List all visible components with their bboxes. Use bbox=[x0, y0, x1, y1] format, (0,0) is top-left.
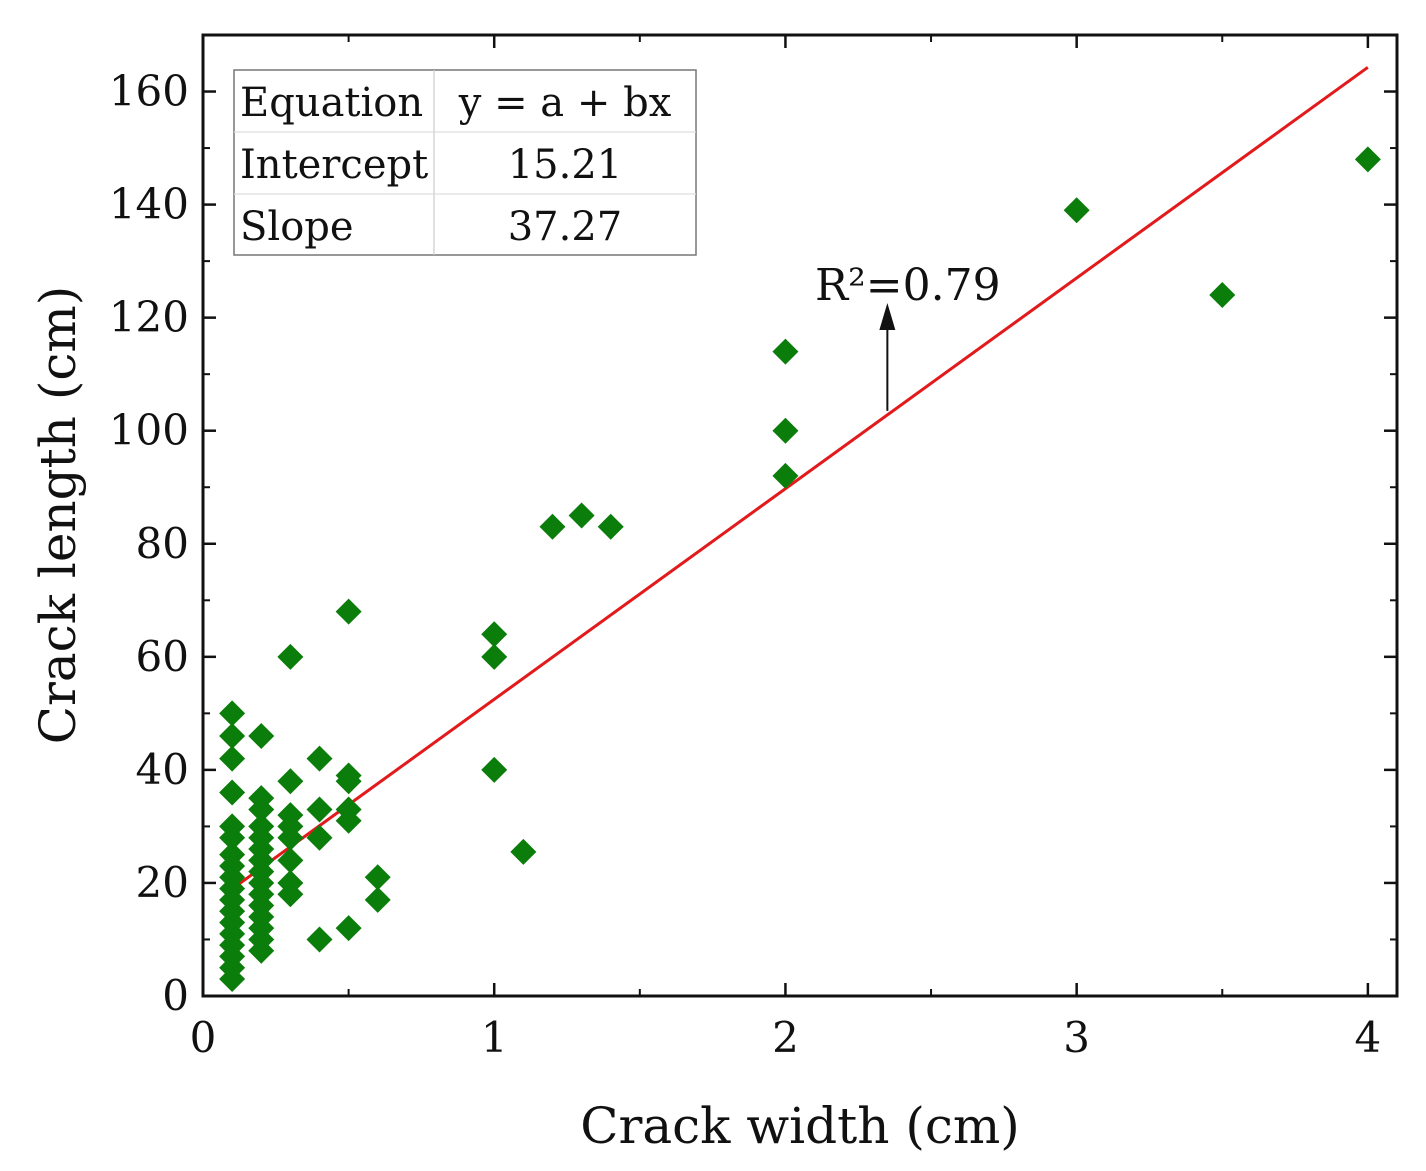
data-point bbox=[306, 796, 333, 823]
data-point bbox=[539, 513, 566, 540]
data-point bbox=[277, 802, 304, 829]
data-point bbox=[248, 813, 275, 840]
stats-row-slope-label: Slope bbox=[240, 204, 354, 250]
y-tick-label: 100 bbox=[109, 406, 189, 455]
x-axis-title: Crack width (cm) bbox=[580, 1097, 1020, 1155]
data-point bbox=[597, 513, 624, 540]
fit-line-layer bbox=[231, 66, 1369, 891]
r-squared-arrow-head bbox=[879, 303, 896, 330]
data-point bbox=[1063, 197, 1090, 224]
y-tick-label: 40 bbox=[136, 745, 189, 794]
data-point bbox=[772, 338, 799, 365]
x-tick-label: 2 bbox=[772, 1013, 799, 1062]
data-point bbox=[248, 722, 275, 749]
x-tick-label: 0 bbox=[190, 1013, 217, 1062]
y-tick-label: 80 bbox=[136, 519, 189, 568]
data-point bbox=[219, 813, 246, 840]
data-point bbox=[481, 756, 508, 783]
y-tick-label: 160 bbox=[109, 67, 189, 116]
y-tick-label: 60 bbox=[136, 632, 189, 681]
y-tick-label: 140 bbox=[109, 180, 189, 229]
data-point bbox=[335, 762, 362, 789]
stats-row-intercept-label: Intercept bbox=[240, 142, 428, 188]
data-point bbox=[277, 768, 304, 795]
data-point bbox=[277, 643, 304, 670]
stats-row-equation-value: y = a + bx bbox=[458, 80, 672, 126]
stats-table: Equation y = a + bx Intercept 15.21 Slop… bbox=[233, 69, 697, 256]
data-point bbox=[306, 745, 333, 772]
regression-line bbox=[231, 66, 1369, 891]
stats-row-intercept-value: 15.21 bbox=[508, 142, 623, 188]
data-point bbox=[568, 502, 595, 529]
data-point bbox=[219, 700, 246, 727]
data-point bbox=[219, 745, 246, 772]
stats-row-slope-value: 37.27 bbox=[508, 204, 623, 250]
data-point bbox=[364, 886, 391, 913]
y-tick-label: 20 bbox=[136, 858, 189, 907]
y-tick-label: 0 bbox=[162, 971, 189, 1020]
data-point bbox=[335, 796, 362, 823]
data-point bbox=[1354, 146, 1381, 173]
x-tick-label: 1 bbox=[481, 1013, 508, 1062]
data-point bbox=[481, 643, 508, 670]
r-squared-label: R²=0.79 bbox=[815, 260, 1001, 311]
data-point bbox=[219, 841, 246, 868]
data-point bbox=[481, 621, 508, 648]
stats-row-equation-label: Equation bbox=[240, 80, 423, 126]
data-point bbox=[277, 869, 304, 896]
data-point bbox=[772, 417, 799, 444]
data-point bbox=[1209, 282, 1236, 309]
plot-frame bbox=[201, 33, 1399, 998]
data-points-layer bbox=[219, 146, 1381, 993]
data-point bbox=[248, 785, 275, 812]
data-point bbox=[510, 838, 537, 865]
data-point bbox=[219, 722, 246, 749]
data-point bbox=[364, 864, 391, 891]
data-point bbox=[335, 598, 362, 625]
data-point bbox=[306, 824, 333, 851]
x-tick-label: 4 bbox=[1355, 1013, 1382, 1062]
data-point bbox=[219, 779, 246, 806]
y-axis-title: Crack length (cm) bbox=[29, 286, 87, 745]
data-point bbox=[772, 462, 799, 489]
data-point bbox=[335, 915, 362, 942]
y-tick-label: 120 bbox=[109, 293, 189, 342]
stats-table-frame bbox=[233, 69, 697, 256]
data-point bbox=[306, 926, 333, 953]
data-point bbox=[277, 847, 304, 874]
r-squared-annotation: R²=0.79 bbox=[815, 260, 1001, 411]
x-tick-label: 3 bbox=[1063, 1013, 1090, 1062]
